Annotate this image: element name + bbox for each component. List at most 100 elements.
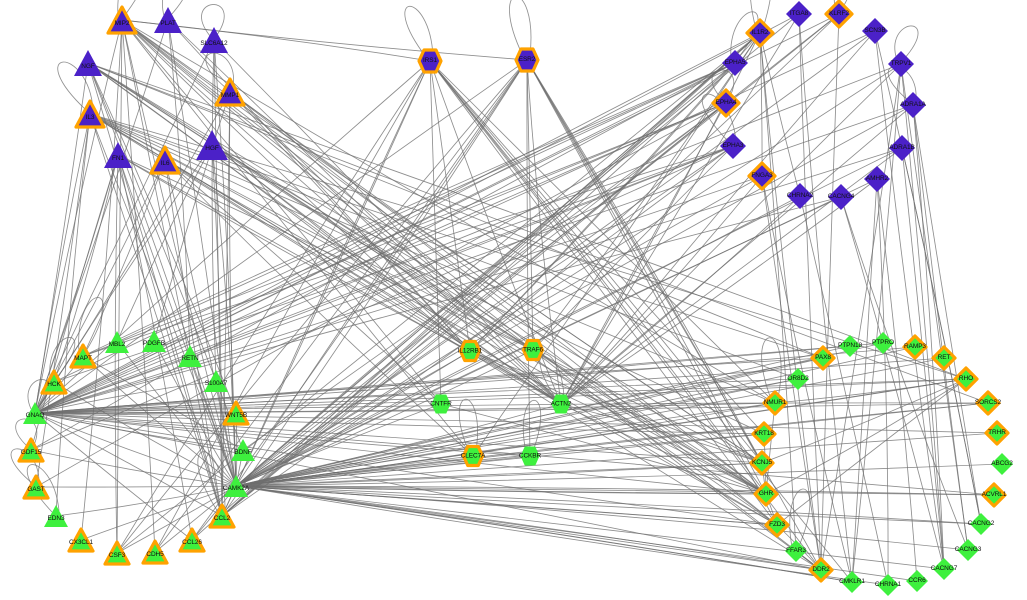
graph-node-cx3cl1[interactable]: CX3CL1 [67,527,95,553]
graph-node-gast[interactable]: GAST [22,474,50,500]
graph-node-ccl26[interactable]: CCL26 [178,527,206,553]
edge [34,378,799,414]
graph-node-edn3[interactable]: EDN3 [43,503,69,529]
graph-node-ptpn18[interactable]: PTPN18 [838,334,862,358]
graph-node-klrf2[interactable]: KLRF2 [824,0,854,29]
diamond-shape [953,366,979,392]
edge [820,63,902,571]
graph-node-epha5[interactable]: EPHA5 [721,49,749,77]
graph-node-itga8[interactable]: ITGA8 [785,0,813,28]
graph-node-cacng7[interactable]: CACNG7 [931,557,957,581]
graph-node-ramp3[interactable]: RAMP3 [902,334,928,360]
graph-node-adra1a[interactable]: ADRA1A [899,91,927,119]
graph-node-il1r2[interactable]: IL1R2 [745,18,775,48]
graph-node-s100a7[interactable]: S100A7 [203,368,229,394]
graph-node-il12rb1[interactable]: IL12RB1 [458,339,482,363]
graph-node-pdgfb[interactable]: PDGFB [141,328,167,354]
graph-node-mmp1[interactable]: MMP1 [214,77,246,107]
graph-node-fzd3[interactable]: FZD3 [764,512,790,538]
graph-node-nmur1[interactable]: NMUR1 [762,390,788,416]
edge [440,403,767,495]
graph-node-ccr6[interactable]: CCR6 [905,569,929,593]
graph-node-ccl2[interactable]: CCL2 [208,503,236,529]
triangle-shape [196,130,228,160]
triangle-shape [178,527,206,553]
edge [87,62,244,451]
graph-node-amhr2[interactable]: AMHR2 [863,165,891,193]
edge [215,380,237,487]
graph-node-hck[interactable]: HCK [40,369,68,395]
triangle-shape [208,503,236,529]
graph-node-fnga3[interactable]: FNGA3 [747,161,777,191]
edge [191,32,761,541]
graph-node-retn[interactable]: RETN [177,343,203,369]
graph-node-pax8[interactable]: PAX8 [810,345,836,371]
graph-node-wnt5b[interactable]: WNT5B [222,400,250,426]
graph-node-cntfr[interactable]: CNTFR [430,394,452,415]
graph-node-ptpro[interactable]: PTPRO [871,331,895,355]
graph-node-mapt[interactable]: MAPT [69,343,97,369]
graph-node-cckbr[interactable]: CCKBR [519,446,541,467]
triangle-shape [106,5,138,35]
graph-node-ret[interactable]: RET [931,345,957,371]
graph-node-cacng3[interactable]: CACNG3 [955,538,981,562]
graph-node-camk2a[interactable]: CAMK2A [223,473,249,499]
graph-node-abcg2[interactable]: ABCG2 [990,452,1014,476]
graph-node-sorcs2[interactable]: SORCS2 [975,390,1001,416]
edge [211,144,767,495]
graph-node-scn3b[interactable]: SCN3B [861,17,889,45]
graph-node-bdnf[interactable]: BDNF [230,437,256,463]
graph-node-krt18[interactable]: KRT18 [751,421,777,447]
graph-node-cmklr1[interactable]: CMKLR1 [839,570,865,594]
graph-node-actn2[interactable]: ACTN2 [551,394,572,415]
graph-node-trhr[interactable]: TRHR [984,420,1010,446]
graph-node-clec7a[interactable]: CLEC7A [461,444,485,468]
graph-node-epha4[interactable]: EPHA4 [711,88,741,118]
graph-node-mip2[interactable]: MIP2 [106,5,138,35]
graph-node-cacng2[interactable]: CACNG2 [968,512,994,536]
graph-node-trpv1[interactable]: TRPV1 [887,50,915,78]
graph-node-irs1[interactable]: IRS1 [417,48,443,74]
diamond-shape [900,92,926,118]
graph-node-or8d2[interactable]: OR8D2 [786,367,810,391]
graph-node-csf3[interactable]: CSF3 [103,540,131,566]
edge [34,63,902,414]
edge [469,32,761,352]
graph-node-gnaq[interactable]: GNAQ [22,400,48,426]
graph-node-acvrl1[interactable]: ACVRL1 [981,482,1007,508]
graph-node-ffar3[interactable]: FFAR3 [784,539,808,563]
edge [82,62,736,357]
graph-node-chrna1[interactable]: CHRNA1 [875,573,901,597]
graph-node-chrna2[interactable]: CHRNA2 [786,182,814,210]
graph-node-hgf[interactable]: HGF [195,128,229,162]
graph-node-epha3[interactable]: EPHA3 [719,132,747,160]
graph-node-ghr[interactable]: GHR [753,481,779,507]
edge [235,402,776,487]
graph-node-kcnj5[interactable]: KCNJ5 [749,450,775,476]
graph-node-rho[interactable]: RHO [953,366,979,392]
edge [469,350,778,526]
edge [34,13,800,414]
graph-node-traf6[interactable]: TRAF6 [521,338,545,362]
edge [34,412,822,571]
graph-node-gdf15[interactable]: GDF15 [17,437,45,463]
graph-node-ddr2[interactable]: DDR2 [808,557,834,583]
diamond-shape [957,539,979,561]
self-loop-edge [162,0,183,17]
graph-node-ngf[interactable]: NGF [73,48,103,78]
graph-node-esr2[interactable]: ESR2 [514,47,540,73]
edge [191,59,528,541]
graph-node-cdh5[interactable]: CDH5 [141,539,169,565]
graph-node-il3[interactable]: IL3 [74,99,106,129]
edge [34,345,851,414]
graph-node-fn1[interactable]: FN1 [103,140,133,170]
graph-node-cacng4[interactable]: CACNG4 [827,183,855,211]
edge [164,159,562,405]
graph-node-slc6a12[interactable]: SLC6A12 [199,25,229,55]
graph-node-plat[interactable]: PLAT [153,5,183,35]
graph-node-il6[interactable]: IL6 [149,145,181,175]
edge [560,104,914,405]
graph-node-adra1b[interactable]: ADRA1B [888,134,916,162]
graph-node-mbl2[interactable]: MBL2 [104,329,130,355]
